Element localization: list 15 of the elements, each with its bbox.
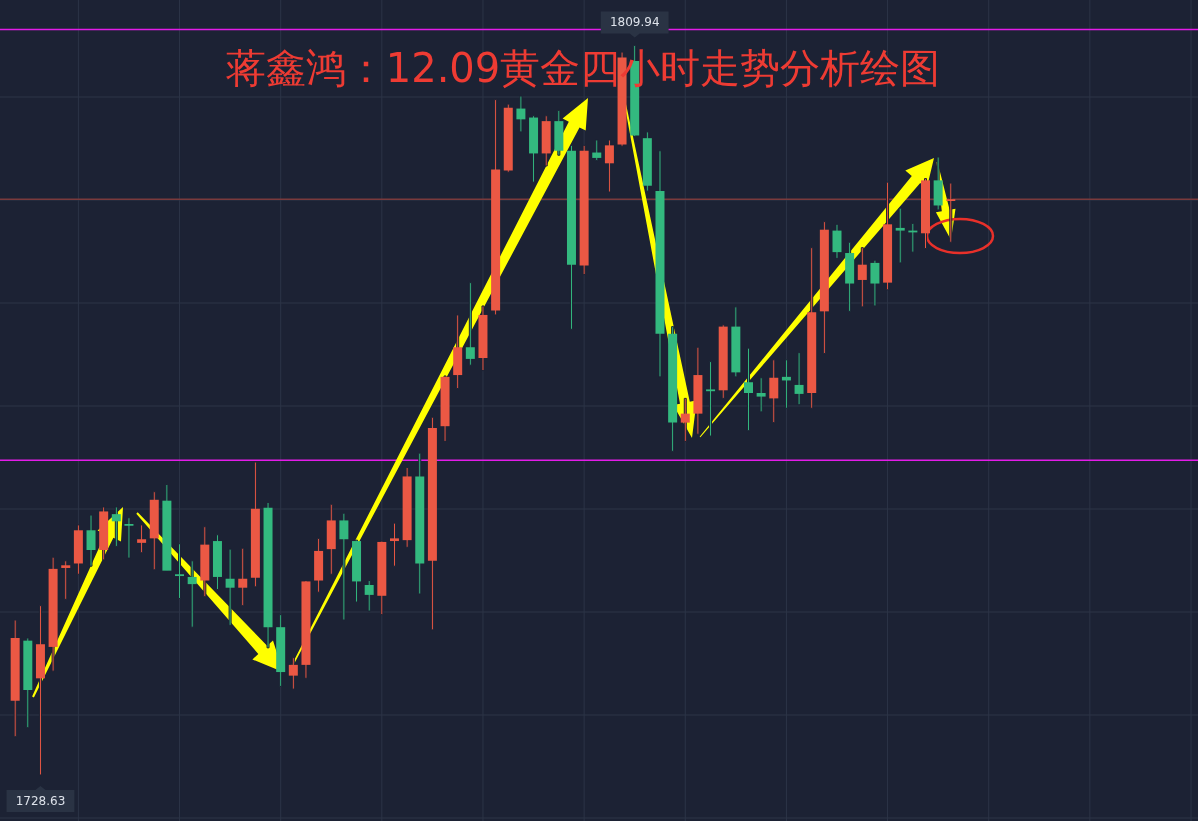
candlestick [61,560,71,600]
candlestick [175,543,185,599]
candlestick [124,517,134,559]
candlestick [756,377,766,413]
annotation: 1728.63 [15,793,66,808]
candlestick [946,182,956,243]
candlestick [225,548,235,626]
candlestick [794,352,804,406]
candlestick [339,512,349,621]
candlestick [389,522,399,567]
candlestick [895,207,905,264]
candlestick [516,95,526,133]
candlestick [706,361,716,437]
annotation: 1809.94 [609,15,660,30]
candlestick [187,560,197,628]
